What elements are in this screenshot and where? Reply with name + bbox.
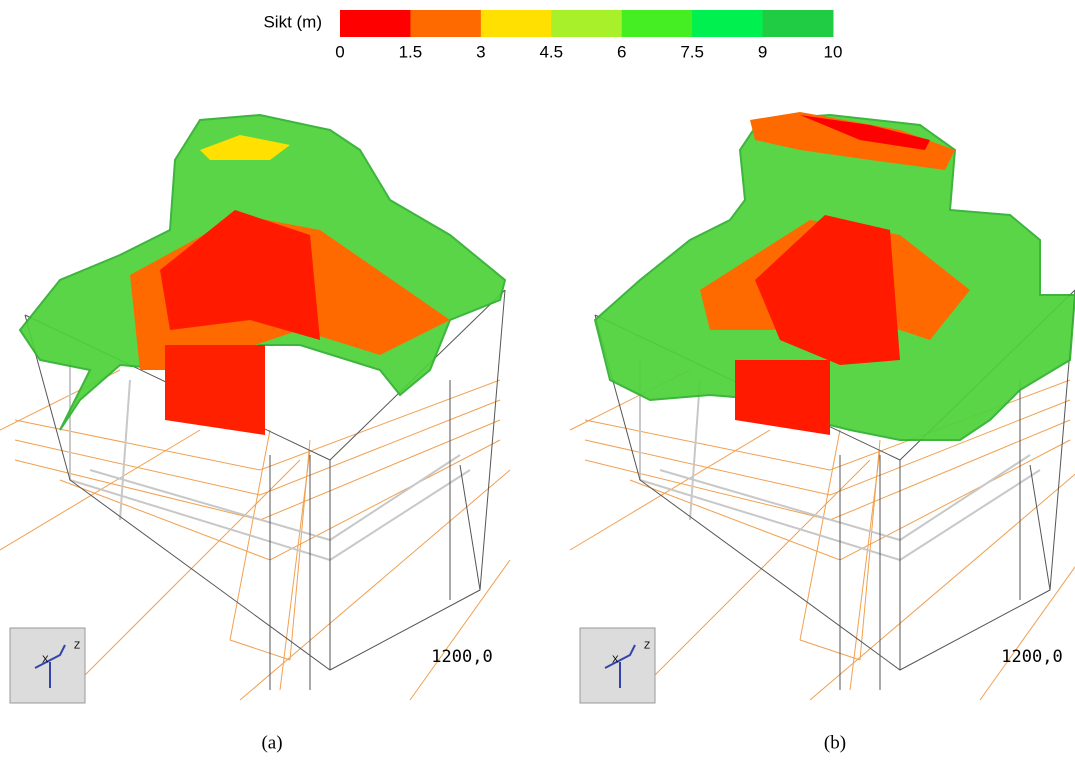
outline [410, 560, 510, 700]
axis-label: Z [74, 641, 80, 652]
colorbar-tick-label: 0 [335, 42, 344, 61]
outline [460, 465, 480, 590]
colorbar-segment [340, 10, 411, 37]
outline [60, 440, 500, 560]
panel: X Z 1200,0 (a) [0, 115, 510, 753]
axis-label: Z [644, 641, 650, 652]
outline [280, 450, 310, 690]
outline [660, 455, 1030, 540]
colorbar-tick-label: 3 [476, 42, 485, 61]
colorbar-segment [692, 10, 763, 37]
colorbar-tick-label: 4.5 [539, 42, 563, 61]
axis-label: X [42, 655, 49, 666]
colorbar-segment [410, 10, 481, 37]
panel-label: (a) [261, 732, 282, 753]
colorbar-tick-label: 6 [617, 42, 626, 61]
colorbar-segment [763, 10, 834, 37]
time-label: 1200,0 [431, 647, 492, 667]
visibility-region [735, 360, 830, 435]
colorbar-title: Sikt (m) [263, 12, 322, 31]
outline [800, 640, 860, 660]
panel: X Z 1200,0 (b) [570, 112, 1075, 753]
panel-label: (b) [824, 732, 846, 753]
colorbar-segment [551, 10, 622, 37]
colorbar-tick-label: 1.5 [399, 42, 423, 61]
outline [90, 455, 460, 540]
time-label: 1200,0 [1001, 647, 1062, 667]
figure: Sikt (m) 0 1.5 3 4.5 6 7.5 9 10 X Z 1200,0 (a) X Z 12… [0, 0, 1075, 765]
colorbar-tick-label: 10 [824, 42, 843, 61]
outline [1030, 465, 1050, 590]
colorbar-tick-label: 9 [758, 42, 767, 61]
colorbar-tick-label: 7.5 [680, 42, 704, 61]
visibility-region [165, 345, 265, 435]
colorbar-segment [622, 10, 693, 37]
colorbar: 0 1.5 3 4.5 6 7.5 9 10 [335, 10, 842, 61]
outline [230, 640, 290, 660]
outline [630, 440, 1070, 560]
outline [980, 560, 1075, 700]
axis-label: X [612, 655, 619, 666]
outline [850, 450, 880, 690]
colorbar-segment [481, 10, 552, 37]
